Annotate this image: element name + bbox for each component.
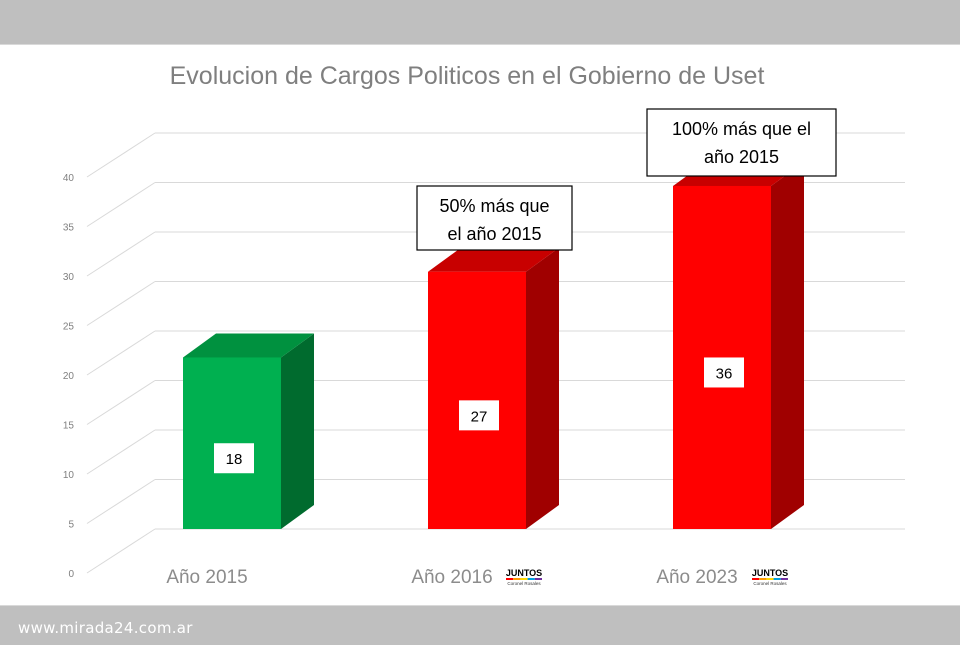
y-tick-label: 20 [63, 371, 75, 382]
gridline-depth [86, 528, 156, 574]
bar-side [281, 333, 314, 529]
badge-title: JUNTOS [506, 568, 542, 578]
data-label-box [459, 400, 499, 431]
badge-stripe [534, 578, 542, 580]
chart-title: Evolucion de Cargos Politicos en el Gobi… [170, 62, 765, 90]
y-tick-label: 5 [68, 520, 74, 531]
data-label: 36 [716, 365, 733, 382]
bar-3: 36 [673, 161, 804, 529]
gridline-depth [86, 380, 156, 425]
badge-stripe [773, 578, 781, 580]
y-tick-label: 35 [63, 223, 75, 234]
gridline-depth [86, 281, 156, 326]
badge-stripe [520, 578, 528, 580]
bar-top [183, 333, 314, 358]
gridline-depth [86, 132, 156, 178]
y-tick-label: 25 [63, 322, 75, 333]
gridline-depth [86, 231, 156, 277]
y-tick-label: 10 [63, 470, 75, 481]
gridline-depth [86, 182, 156, 227]
badge-stripe [513, 578, 521, 580]
callout-line: 100% más que el [672, 119, 811, 139]
callout-line: 50% más que [439, 196, 549, 216]
data-label-box [214, 443, 254, 474]
y-tick-label: 40 [63, 173, 75, 184]
gridline-depth [86, 330, 156, 376]
bar-side [771, 161, 804, 529]
data-label: 18 [226, 451, 243, 468]
category-label: Año 2016 [411, 567, 492, 588]
bar-1: 18 [183, 333, 314, 529]
y-tick-label: 30 [63, 272, 75, 283]
badge-stripe [766, 578, 774, 580]
bar-top [428, 247, 559, 272]
data-label: 27 [471, 408, 488, 425]
bar-front [673, 185, 771, 529]
badge-stripe [759, 578, 767, 580]
annotation-callout: 50% más que el año 2015 [416, 185, 573, 251]
callout-line: año 2015 [704, 147, 779, 167]
annotations-layer: 50% más que el año 2015 100% más que el año… [416, 108, 837, 251]
gridline-depth [86, 429, 156, 475]
badge-stripe [752, 578, 760, 580]
badge-stripe [780, 578, 788, 580]
gridline-depth [86, 479, 156, 524]
callout-box [416, 185, 573, 251]
y-tick-label: 15 [63, 421, 75, 432]
juntos-badge: JUNTOS Coronel Rosales [506, 568, 542, 586]
bars-layer: 18 27 36 [183, 161, 804, 529]
bar-side [526, 247, 559, 529]
badge-stripe [527, 578, 535, 580]
annotation-callout: 100% más que el año 2015 [646, 108, 837, 177]
juntos-badge: JUNTOS Coronel Rosales [752, 568, 788, 586]
category-label: Año 2023 [656, 567, 737, 588]
chart-canvas: Evolucion de Cargos Politicos en el Gobi… [63, 62, 905, 588]
y-tick-label: 0 [68, 569, 74, 580]
badge-subtitle: Coronel Rosales [507, 581, 541, 586]
badge-stripe [506, 578, 514, 580]
chart-panel: Evolucion de Cargos Politicos en el Gobi… [0, 44, 960, 606]
badge-title: JUNTOS [752, 568, 788, 578]
data-label-box [704, 357, 744, 388]
callout-box [646, 108, 837, 177]
bar-2: 27 [428, 247, 559, 529]
y-axis-ticks: 0 5 10 15 20 25 30 35 40 [63, 173, 75, 580]
watermark: www.mirada24.com.ar [18, 619, 193, 637]
badge-subtitle: Coronel Rosales [753, 581, 787, 586]
category-label: Año 2015 [166, 567, 247, 588]
category-labels: Año 2015 Año 2016 Año 2023 JUNTOS Coronel Ro… [166, 567, 788, 588]
callout-line: el año 2015 [447, 224, 541, 244]
